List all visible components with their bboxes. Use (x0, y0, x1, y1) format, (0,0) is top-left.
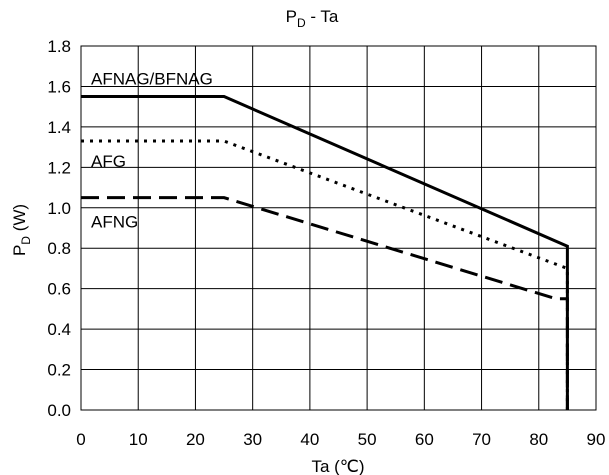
x-tick-label: 10 (129, 430, 148, 449)
y-tick-label: 0.2 (47, 361, 71, 380)
series-line-afg (81, 139, 569, 410)
y-tick-label: 1.4 (47, 118, 71, 137)
y-tick-label: 1.8 (47, 37, 71, 56)
x-tick-label: 50 (358, 430, 377, 449)
x-tick-label: 80 (529, 430, 548, 449)
series-label: AFG (91, 152, 126, 171)
x-tick-label: 60 (415, 430, 434, 449)
x-tick-label: 90 (587, 430, 606, 449)
x-tick-label: 70 (472, 430, 491, 449)
x-tick-label: 40 (300, 430, 319, 449)
y-tick-label: 1.2 (47, 158, 71, 177)
y-axis-ticks: 0.0 0.2 0.4 0.6 0.8 1.0 1.2 1.4 1.6 1.8 (47, 37, 71, 420)
series-label: AFNG (91, 213, 138, 232)
y-tick-label: 0.8 (47, 239, 71, 258)
series-label: AFNAG/BFNAG (91, 70, 213, 89)
grid (80, 45, 597, 411)
x-tick-label: 0 (76, 430, 85, 449)
x-tick-label: 30 (243, 430, 262, 449)
y-axis-label: PD (W) (10, 204, 33, 256)
series-layer (81, 95, 569, 410)
plot-frame (80, 45, 597, 411)
y-tick-label: 0.4 (47, 320, 71, 339)
series-line-afng (81, 196, 569, 410)
series-labels: AFNAG/BFNAG AFG AFNG (91, 70, 213, 232)
y-tick-label: 1.6 (47, 77, 71, 96)
x-axis-ticks: 0 10 20 30 40 50 60 70 80 90 (76, 430, 605, 449)
x-tick-label: 20 (186, 430, 205, 449)
chart-title: PD - Ta (286, 7, 339, 30)
series-line-afnag-bfnag (81, 95, 569, 410)
x-axis-label: Ta (℃) (311, 457, 364, 475)
y-tick-label: 0.0 (47, 401, 71, 420)
y-tick-label: 0.6 (47, 280, 71, 299)
y-tick-label: 1.0 (47, 199, 71, 218)
